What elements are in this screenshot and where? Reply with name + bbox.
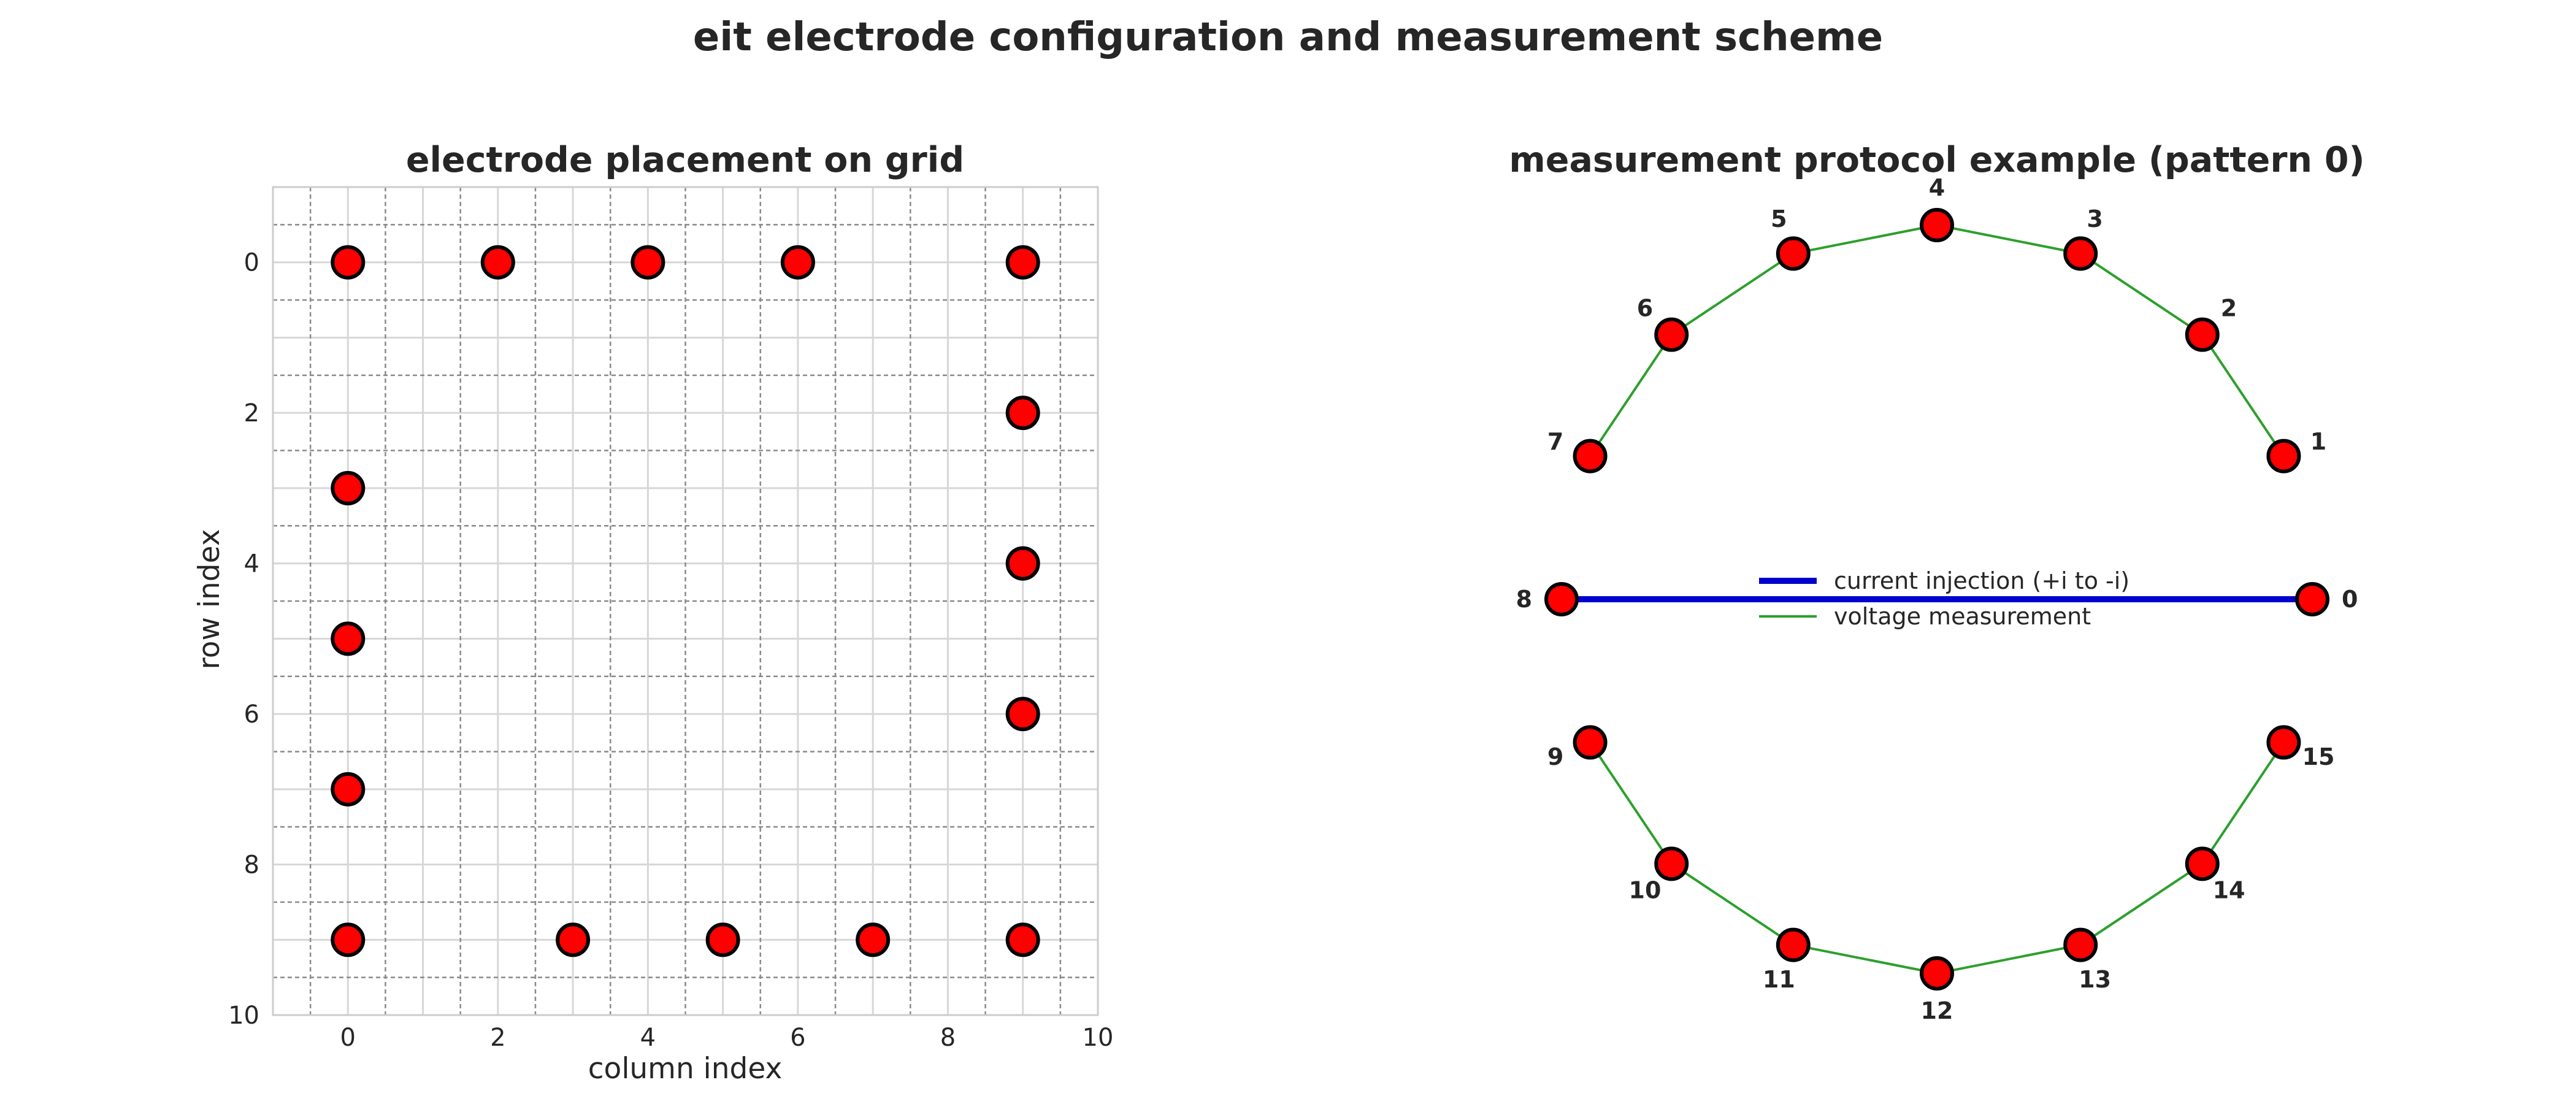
ring-electrode-label: 7 (1547, 428, 1563, 455)
ring-electrode-label: 14 (2213, 876, 2245, 903)
voltage-measurement-segment (2201, 742, 2285, 865)
ring-electrode-point (1776, 236, 1811, 271)
grid-electrode-point (331, 470, 366, 505)
grid-electrode-point (1005, 697, 1040, 732)
ring-electrode-label: 12 (1921, 997, 1953, 1024)
voltage-measurement-segment (1936, 224, 2081, 255)
ring-electrode-point (1654, 846, 1689, 881)
voltage-measurement-segment (2201, 334, 2285, 457)
ring-electrode-label: 11 (1763, 966, 1795, 993)
voltage-measurement-segment (1589, 742, 1673, 865)
grid-panel-ticks: 0 2 4 6 8 10 0 2 4 6 8 10 (228, 249, 1113, 1052)
ring-electrode-label: 8 (1516, 586, 1532, 613)
figure-title: eit electrode configuration and measurem… (693, 15, 1883, 60)
legend-label-voltage-measurement: voltage measurement (1834, 603, 2091, 630)
grid-y-tick-label: 6 (244, 700, 259, 729)
ring-electrode-label: 10 (1629, 876, 1662, 903)
grid-y-tick-label: 2 (244, 399, 259, 427)
ring-electrode-label: 9 (1547, 743, 1563, 770)
grid-x-tick-label: 4 (640, 1024, 656, 1052)
grid-y-tick-label: 10 (228, 1002, 259, 1030)
ring-electrode-point (2063, 236, 2098, 271)
electrode-grid-panel: electrode placement on grid 0 2 4 6 8 10 0 2 4 6 8… (193, 140, 1113, 1086)
ring-electrode-label: 6 (1637, 295, 1653, 322)
voltage-measurement-segment (1671, 862, 1794, 946)
voltage-measurement-segment (1589, 334, 1673, 457)
legend-label-current-injection: current injection (+i to -i) (1834, 567, 2129, 594)
grid-electrode-point (331, 245, 366, 280)
grid-x-tick-label: 2 (490, 1024, 505, 1052)
grid-electrode-point (705, 922, 740, 957)
grid-electrode-point (331, 621, 366, 656)
grid-electrode-point (556, 922, 591, 957)
grid-x-tick-label: 6 (790, 1024, 805, 1052)
ring-electrode-label: 15 (2302, 743, 2335, 770)
ring-electrode-point (2266, 439, 2301, 473)
ring-electrode-point (1573, 439, 1608, 473)
ring-electrode-point (1573, 725, 1608, 760)
grid-panel-title: electrode placement on grid (406, 140, 964, 180)
grid-y-tick-label: 0 (244, 249, 259, 277)
grid-electrode-point (1005, 546, 1040, 581)
ring-electrode-label: 4 (1929, 174, 1945, 201)
ring-electrode-point (1544, 582, 1579, 616)
voltage-measurement-lines (1589, 224, 2285, 975)
grid-electrode-point (780, 245, 815, 280)
ring-electrode-label: 1 (2310, 428, 2326, 455)
ring-electrode-point (2295, 582, 2329, 616)
ring-electrode-point (1920, 956, 1954, 991)
voltage-measurement-segment (1936, 943, 2081, 975)
ring-electrode-point (2063, 927, 2098, 962)
voltage-measurement-segment (1671, 252, 1794, 336)
grid-x-tick-label: 0 (340, 1024, 356, 1052)
ring-electrodes (1544, 208, 2329, 991)
ring-electrode-point (2185, 846, 2220, 881)
grid-x-tick-label: 8 (940, 1024, 956, 1052)
voltage-measurement-segment (1793, 224, 1938, 255)
grid-electrode-point (1005, 396, 1040, 431)
voltage-measurement-segment (2080, 252, 2203, 336)
grid-x-axis-label: column index (588, 1052, 783, 1086)
grid-x-tick-label: 10 (1083, 1024, 1114, 1052)
grid-electrode-point (331, 922, 366, 957)
ring-electrode-label: 0 (2342, 586, 2358, 613)
protocol-panel-title: measurement protocol example (pattern 0) (1509, 140, 2364, 180)
ring-electrode-point (1920, 208, 1954, 242)
grid-panel-electrodes (331, 245, 1040, 957)
legend: current injection (+i to -i) voltage mea… (1759, 567, 2129, 630)
grid-electrode-point (1005, 245, 1040, 280)
ring-electrode-label: 3 (2087, 205, 2103, 232)
grid-panel-frame (272, 186, 1099, 1016)
grid-y-tick-label: 8 (244, 851, 259, 880)
grid-electrode-point (1005, 922, 1040, 957)
grid-panel-gridlines (272, 186, 1099, 1016)
voltage-measurement-segment (2080, 862, 2203, 946)
ring-electrode-point (1654, 317, 1689, 352)
grid-y-axis-label: row index (193, 529, 226, 669)
measurement-protocol-panel: measurement protocol example (pattern 0)… (1509, 140, 2364, 1024)
ring-electrode-point (2266, 725, 2301, 760)
ring-electrode-label: 5 (1771, 205, 1787, 232)
ring-electrode-point (2185, 317, 2220, 352)
grid-electrode-point (631, 245, 665, 280)
ring-electrode-label: 13 (2079, 966, 2111, 993)
ring-electrode-label: 2 (2221, 295, 2237, 322)
ring-electrode-point (1776, 927, 1811, 962)
voltage-measurement-segment (1793, 943, 1938, 975)
grid-electrode-point (856, 922, 891, 957)
grid-electrode-point (480, 245, 515, 280)
grid-electrode-point (331, 772, 366, 807)
grid-y-tick-label: 4 (244, 550, 259, 578)
